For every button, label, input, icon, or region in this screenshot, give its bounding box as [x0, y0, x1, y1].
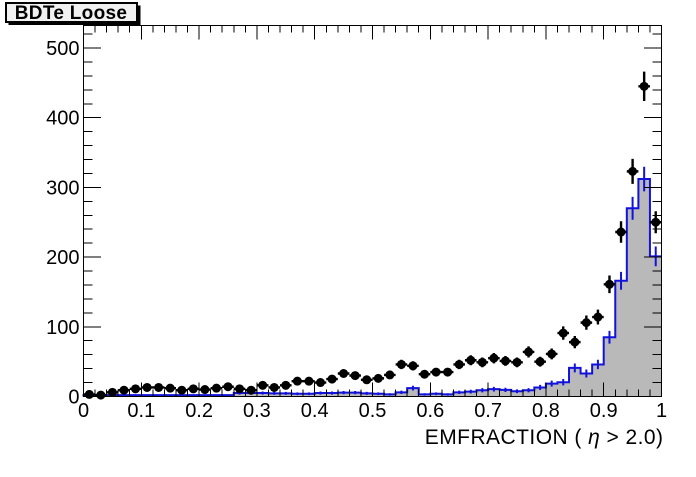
svg-text:0: 0 — [78, 400, 89, 422]
svg-text:EMFRACTION ( η > 2.0): EMFRACTION ( η > 2.0) — [425, 426, 664, 449]
svg-text:0.1: 0.1 — [127, 400, 155, 422]
svg-text:400: 400 — [46, 108, 79, 130]
svg-text:0.4: 0.4 — [301, 400, 329, 422]
svg-text:500: 500 — [46, 38, 79, 60]
svg-text:0.9: 0.9 — [590, 400, 618, 422]
svg-text:0.8: 0.8 — [532, 400, 560, 422]
svg-text:200: 200 — [46, 247, 79, 269]
svg-text:0: 0 — [68, 387, 79, 409]
svg-text:300: 300 — [46, 177, 79, 199]
svg-text:1: 1 — [656, 400, 667, 422]
svg-text:0.2: 0.2 — [185, 400, 213, 422]
svg-text:0.5: 0.5 — [359, 400, 387, 422]
svg-text:100: 100 — [46, 317, 79, 339]
svg-text:BDTe Loose: BDTe Loose — [15, 3, 127, 24]
svg-text:0.6: 0.6 — [416, 400, 444, 422]
svg-text:0.3: 0.3 — [243, 400, 271, 422]
svg-text:0.7: 0.7 — [474, 400, 502, 422]
